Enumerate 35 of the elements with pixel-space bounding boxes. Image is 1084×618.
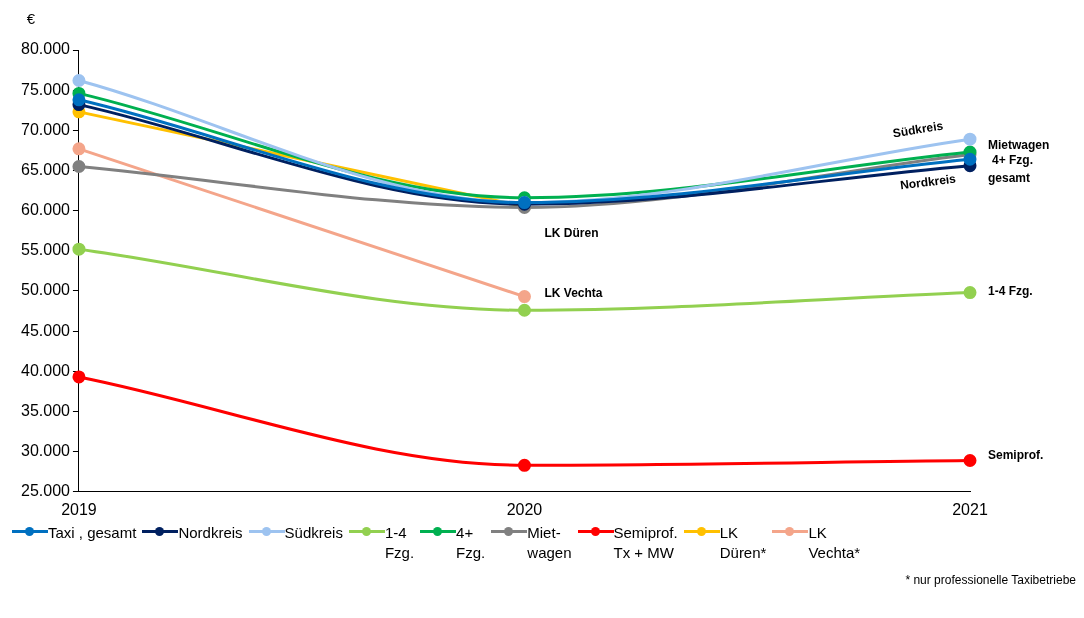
legend-label: 1-4 Fzg. (384, 523, 415, 563)
x-tick-label: 2019 (61, 500, 97, 518)
y-tick-label: 65.000 (21, 160, 71, 178)
y-tick-label: 75.000 (21, 80, 71, 98)
x-tick-label: 2020 (506, 500, 543, 518)
annotation: Nordkreis (899, 171, 957, 193)
legend-label: Miet- wagen (527, 523, 572, 563)
annotation: Mietwagen (988, 137, 1050, 152)
annotation: Semiprof. (988, 447, 1044, 462)
y-tick-label: 80.000 (21, 40, 71, 58)
y-tick-label: 35.000 (21, 401, 71, 419)
y-tick-label: 40.000 (21, 361, 71, 379)
legend-label: LK Vechta* (808, 523, 861, 563)
annotation: Südkreis (891, 118, 945, 141)
y-tick-label: 60.000 (21, 201, 71, 219)
y-tick-label: 45.000 (21, 321, 71, 339)
legend-label: Taxi , gesamt (48, 523, 137, 543)
x-tick-label: 2021 (952, 500, 988, 518)
annotation: gesamt (988, 170, 1031, 185)
annotation: LK Düren (544, 225, 599, 240)
legend-label: 4+ Fzg. (456, 523, 486, 563)
y-tick-label: 55.000 (21, 241, 71, 259)
y-tick-label: 30.000 (21, 442, 71, 460)
annotation: LK Vechta (544, 285, 603, 300)
text: * nur professionelle Taxibetriebe (904, 573, 1076, 587)
y-tick-label: 50.000 (21, 281, 71, 299)
legend-label: Südkreis (284, 523, 343, 543)
y-tick-label: 70.000 (21, 120, 71, 138)
y-axis-title: € (26, 10, 36, 28)
legend-label: LK Düren* (719, 523, 767, 563)
annotation: 1-4 Fzg. (988, 283, 1033, 298)
legend-label: Nordkreis (178, 523, 243, 543)
y-tick-label: 25.000 (21, 482, 71, 500)
annotation: 4+ Fzg. (992, 153, 1034, 168)
legend-label: Semiprof. Tx + MW (613, 523, 678, 563)
